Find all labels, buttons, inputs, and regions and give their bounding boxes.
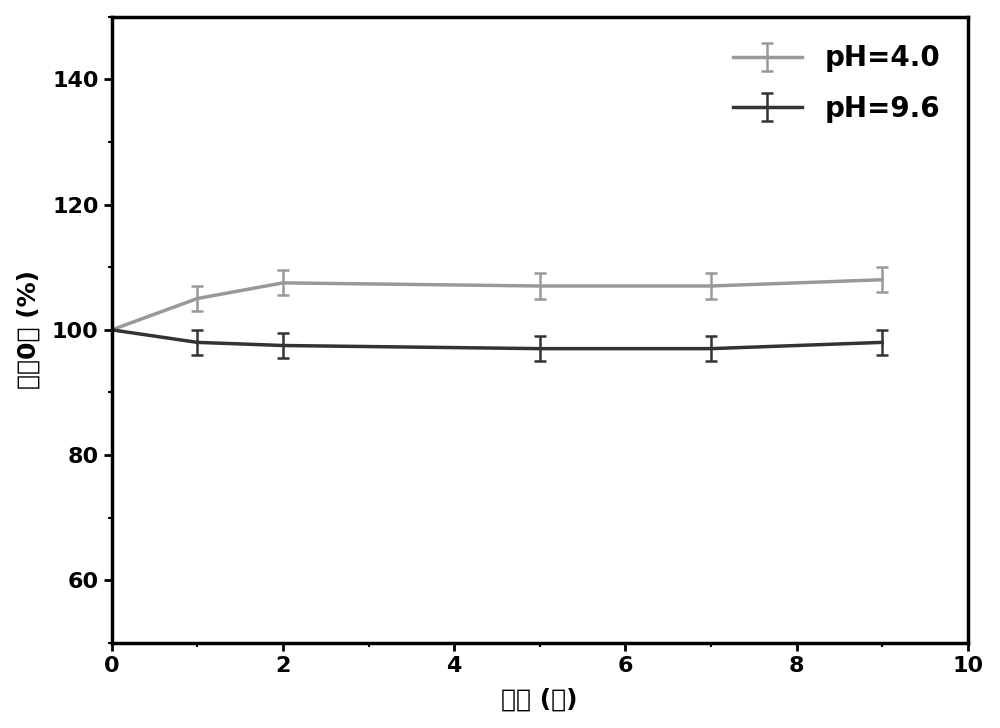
X-axis label: 时间 (天): 时间 (天) <box>501 687 578 711</box>
Y-axis label: 溶耠0率 (%): 溶耠0率 (%) <box>17 270 41 389</box>
Legend: pH=4.0, pH=9.6: pH=4.0, pH=9.6 <box>719 31 954 137</box>
